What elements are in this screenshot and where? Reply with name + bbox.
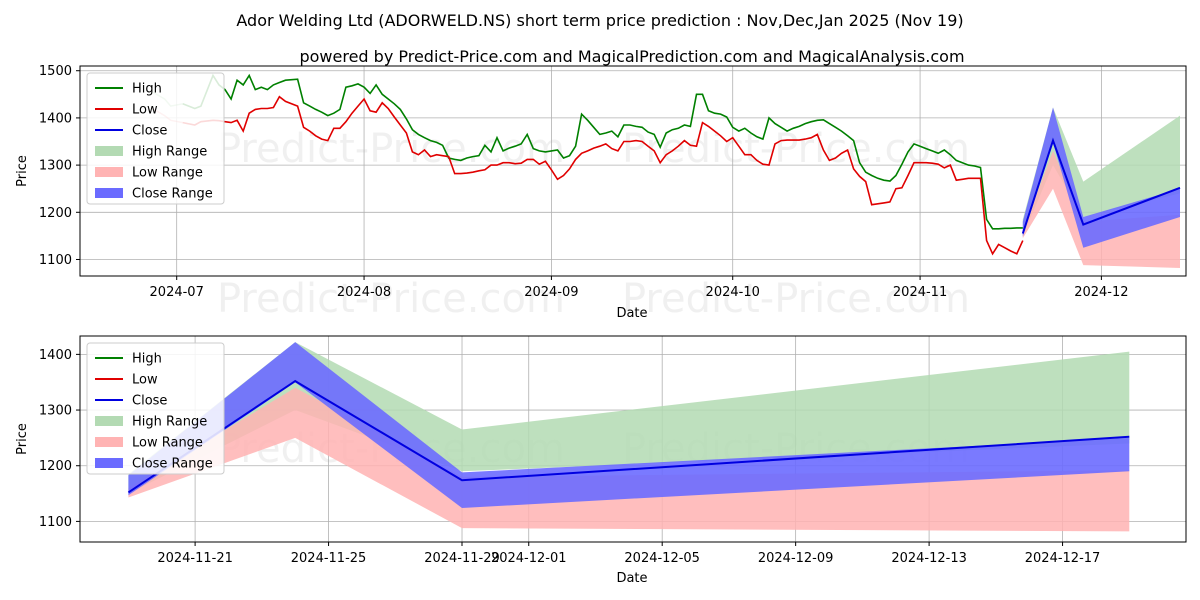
x-tick-label: 2024-09	[524, 285, 578, 300]
y-tick-label: 1200	[39, 459, 72, 474]
legend-label-high: High	[132, 82, 162, 97]
low-range-band	[1022, 150, 1180, 268]
high-price-line	[182, 73, 1023, 230]
legend-label-low: Low	[132, 373, 158, 388]
y-tick-label: 1200	[39, 206, 72, 221]
top-xlabel: Date	[616, 306, 647, 321]
x-tick-label: 2024-08	[337, 285, 391, 300]
y-tick-label: 1100	[39, 515, 72, 530]
x-tick-label: 2024-07	[150, 285, 204, 300]
legend-swatch-high-range	[95, 416, 123, 426]
top-ylabel: Price	[15, 155, 30, 187]
legend-label-close: Close	[132, 394, 167, 409]
low-range-band	[128, 387, 1130, 532]
x-tick-label: 2024-12-09	[758, 551, 834, 566]
close-range-band	[128, 342, 1130, 508]
x-tick-label: 2024-11-25	[291, 551, 367, 566]
legend-label-low-range: Low Range	[132, 166, 203, 181]
top-axes-frame	[79, 65, 1187, 277]
legend-label-low-range: Low Range	[132, 436, 203, 451]
legend-swatch-close-range	[95, 188, 123, 198]
chart-subtitle: powered by Predict-Price.com and Magical…	[299, 47, 964, 66]
legend-label-close-range: Close Range	[132, 187, 213, 202]
y-tick-label: 1500	[39, 64, 72, 79]
legend-label-high-range: High Range	[132, 145, 207, 160]
close-forecast-line	[1021, 137, 1181, 234]
legend-swatch-low-range	[95, 437, 123, 447]
y-tick-label: 1300	[39, 404, 72, 419]
y-tick-label: 1300	[39, 159, 72, 174]
y-tick-label: 1400	[39, 111, 72, 126]
watermark-top-4: Predict-Price.com	[622, 276, 970, 322]
bottom-legend: High Low Close High Range Low Range Close Ran…	[86, 342, 225, 475]
chart-title: Ador Welding Ltd (ADORWELD.NS) short ter…	[236, 11, 963, 30]
top-legend: High Low Close High Range Low Range Close Ran…	[86, 72, 225, 205]
bottom-xlabel: Date	[616, 571, 647, 586]
legend-label-close: Close	[132, 124, 167, 139]
x-tick-label: 2024-12	[1074, 285, 1128, 300]
legend-label-low: Low	[132, 103, 158, 118]
high-range-band	[1022, 107, 1180, 236]
bottom-ylabel: Price	[15, 423, 30, 455]
bottom-axes-frame	[79, 335, 1187, 543]
x-tick-label: 2024-12-01	[491, 551, 567, 566]
low-price-line	[182, 95, 1024, 256]
legend-label-high-range: High Range	[132, 415, 207, 430]
close-range-band	[1022, 107, 1180, 248]
legend-label-close-range: Close Range	[132, 457, 213, 472]
x-tick-label: 2024-11-21	[157, 551, 233, 566]
y-tick-label: 1100	[39, 253, 72, 268]
bottom-panel: Predict-Price.com Predict-Price.com 1100…	[15, 335, 1187, 586]
legend-label-high: High	[132, 352, 162, 367]
legend-swatch-low-range	[95, 167, 123, 177]
legend-swatch-close-range	[95, 458, 123, 468]
x-tick-label: 2024-11-29	[424, 551, 500, 566]
x-tick-label: 2024-12-17	[1025, 551, 1101, 566]
legend-swatch-high-range	[95, 146, 123, 156]
x-tick-label: 2024-10	[706, 285, 760, 300]
x-tick-label: 2024-12-13	[891, 551, 967, 566]
x-tick-label: 2024-11	[893, 285, 947, 300]
x-tick-label: 2024-12-05	[624, 551, 700, 566]
y-tick-label: 1400	[39, 348, 72, 363]
watermark-top-3: Predict-Price.com	[217, 276, 565, 322]
top-panel: Predict-Price.com Predict-Price.com Pred…	[15, 64, 1187, 322]
watermark-top-2: Predict-Price.com	[622, 126, 970, 172]
high-range-band	[128, 342, 1130, 494]
